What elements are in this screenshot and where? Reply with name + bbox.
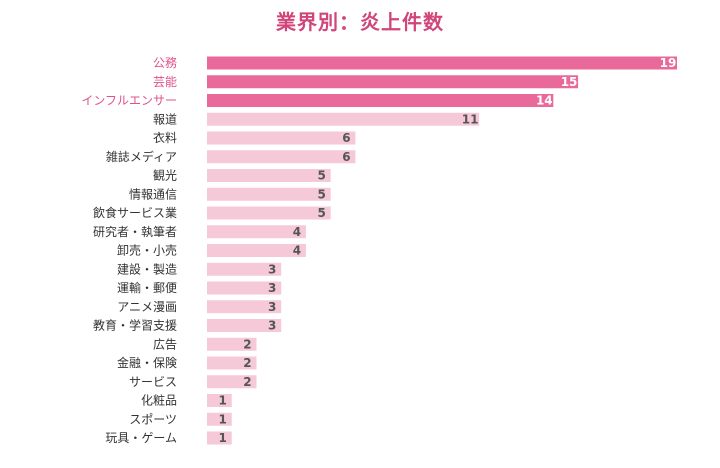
bar-value-label: 5: [318, 187, 326, 201]
bar-value-label: 2: [243, 356, 251, 370]
category-label: 衣料: [153, 130, 177, 145]
bar-value-label: 6: [342, 150, 350, 164]
bar: [207, 337, 257, 351]
bar: [207, 131, 356, 145]
bar-value-label: 14: [536, 94, 553, 108]
category-label: 建設・製造: [117, 261, 177, 276]
category-label: 運輸・郵便: [117, 280, 177, 295]
bar-value-label: 6: [342, 131, 350, 145]
category-label: 情報通信: [129, 187, 177, 201]
bar-value-label: 19: [660, 56, 677, 70]
bar: [207, 94, 554, 107]
bar-value-label: 5: [318, 206, 326, 220]
bar: [207, 394, 232, 407]
bar-value-label: 1: [219, 412, 227, 426]
category-label: 雑誌メディア: [106, 149, 177, 164]
bar: [207, 56, 677, 70]
bar-value-label: 4: [293, 225, 301, 239]
bar: [207, 319, 282, 332]
category-label: サービス: [129, 375, 177, 389]
category-label: 公務: [153, 56, 177, 70]
chart-title: 業界別：炎上件数: [276, 10, 444, 34]
bar: [207, 431, 232, 445]
category-label: 金融・保険: [117, 355, 177, 370]
bar: [207, 150, 356, 164]
bar: [207, 169, 331, 182]
category-label: 飲食サービス業: [93, 205, 177, 220]
bar-value-label: 4: [293, 244, 301, 258]
category-label: 報道: [153, 112, 177, 126]
bar-value-label: 11: [462, 112, 479, 126]
category-label: 研究者・執筆者: [93, 224, 177, 239]
category-label: スポーツ: [129, 412, 177, 426]
bar-value-label: 1: [219, 394, 227, 408]
bar: [207, 300, 282, 314]
bar-value-label: 3: [268, 300, 276, 314]
bar: [207, 75, 579, 89]
category-label: 化粧品: [141, 394, 177, 408]
bar: [207, 112, 480, 126]
bar: [207, 412, 232, 426]
bar: [207, 187, 331, 201]
bar-value-label: 2: [243, 337, 251, 351]
category-label: 芸能: [153, 75, 177, 89]
bar: [207, 225, 306, 239]
category-label: 観光: [153, 169, 177, 183]
bar-value-label: 3: [268, 281, 276, 295]
bar: [207, 281, 282, 295]
bar-value-label: 5: [318, 169, 326, 183]
bar-value-label: 3: [268, 262, 276, 276]
category-label: 卸売・小売: [117, 243, 177, 258]
bar-value-label: 3: [268, 319, 276, 333]
category-label: アニメ漫画: [117, 300, 177, 314]
bar: [207, 244, 306, 257]
category-label: 玩具・ゲーム: [105, 431, 177, 445]
bar: [207, 356, 257, 370]
category-label: 教育・学習支援: [93, 318, 177, 333]
bar-value-label: 1: [219, 431, 227, 445]
bar: [207, 262, 282, 276]
bar: [207, 206, 331, 220]
bar-value-label: 2: [243, 375, 251, 389]
category-label: 広告: [153, 337, 177, 351]
bar-value-label: 15: [561, 75, 578, 89]
category-label: インフルエンサー: [81, 94, 177, 108]
bar: [207, 375, 257, 389]
